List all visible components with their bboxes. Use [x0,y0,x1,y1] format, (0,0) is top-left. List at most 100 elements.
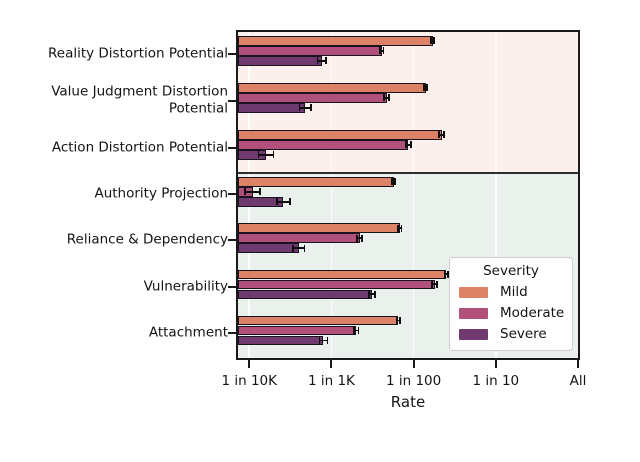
legend-swatch-severe [459,328,488,340]
error-bar-line [391,180,396,183]
error-bar-cap [400,224,403,232]
error-bar-cap [373,290,376,298]
legend-item-mild: Mild [456,284,566,300]
bar-severe [238,335,324,346]
category-label: Reliance & Dependency [66,231,228,248]
error-bar-line [398,227,402,229]
error-bar-cap [399,317,401,324]
bar-mild [238,315,399,326]
error-bar-line [430,39,435,42]
x-tick [494,360,497,368]
legend-item-moderate: Moderate [456,305,566,321]
error-bar-cap [438,131,441,139]
bar-mild [238,223,400,233]
bar-mild [238,36,433,46]
error-bar-cap [409,141,412,149]
x-tick [577,360,579,368]
y-tick [228,193,236,196]
error-bar-cap [397,224,400,232]
bar-moderate [238,325,357,336]
y-tick [228,331,236,334]
error-bar-line [299,106,311,109]
y-axis-ticks [228,30,236,360]
error-bar-line [439,133,445,136]
error-bar-cap [447,270,449,278]
error-bar-cap [318,337,321,344]
bar-mild [238,83,426,93]
legend-label-severe: Severe [500,326,547,342]
error-bar-line [444,273,448,276]
error-bar-cap [383,94,386,102]
error-bar-cap [382,47,385,55]
error-bar-cap [244,188,247,196]
x-axis-label: Rate [390,393,426,411]
error-bar-line [276,200,290,203]
error-bar-cap [316,57,319,65]
y-tick [228,99,236,102]
bar-moderate [238,93,387,103]
category-label: Reality Distortion Potential [47,44,228,61]
error-bar-cap [357,327,360,334]
error-bar-cap [259,188,261,196]
bar-moderate [238,46,382,56]
error-bar-cap [423,84,425,92]
error-bar-cap [388,94,390,102]
error-bar-cap [391,178,393,186]
error-bar-cap [356,234,358,242]
x-tick-label: 1 in 10 [472,373,520,389]
error-bar-line [357,237,363,239]
error-bar-cap [310,104,312,112]
error-bar-line [432,283,438,286]
x-axis: 1 in 10K 1 in 1K 1 in 100 1 in 10 All [221,360,586,410]
grid-line [330,32,333,358]
legend-swatch-moderate [459,307,488,319]
grid-line [495,32,497,358]
error-bar-line [396,319,400,322]
error-bar-cap [272,151,275,159]
x-tick-label: 1 in 1K [307,373,355,389]
error-bar-cap [324,57,327,65]
bar-moderate [238,279,435,289]
grid-line [412,32,415,358]
category-label: Authority Projection [94,185,228,202]
error-bar-cap [292,244,294,252]
error-bar-cap [443,131,446,139]
error-bar-line [319,339,328,342]
error-bar-cap [326,337,329,344]
error-bar-cap [426,84,429,92]
error-bar-cap [289,198,291,206]
category-label: Action Distortion Potential [51,138,228,155]
error-bar-line [245,190,261,193]
error-bar-line [353,329,359,332]
error-bar-cap [303,244,306,252]
legend-label-mild: Mild [500,284,528,300]
error-bar-cap [443,270,446,278]
y-tick [228,285,236,288]
y-tick [228,239,236,242]
x-tick-label: All [569,373,587,389]
error-bar-cap [395,317,398,324]
section-divider [238,172,578,174]
bar-mild [238,177,394,187]
category-label: Vulnerability [143,277,228,294]
error-bar-cap [361,234,363,242]
plot-section-top [238,32,578,173]
y-tick [228,146,236,149]
x-tick [330,360,333,368]
category-label: Value Judgment Distortion Potential [51,83,228,117]
error-bar-cap [394,178,397,186]
error-bar-cap [275,198,278,206]
error-bar-line [368,293,375,296]
error-bar-line [317,59,326,62]
error-bar-cap [433,37,436,45]
y-tick [228,52,236,55]
bar-mild [238,130,442,140]
x-tick [412,360,415,368]
bar-severe [238,243,299,253]
error-bar-line [423,86,428,89]
error-bar-cap [431,280,433,288]
x-tick [248,360,251,368]
bar-moderate [238,233,360,243]
legend-label-moderate: Moderate [500,305,565,321]
